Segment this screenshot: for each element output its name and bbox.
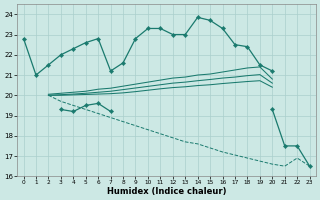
- X-axis label: Humidex (Indice chaleur): Humidex (Indice chaleur): [107, 187, 226, 196]
